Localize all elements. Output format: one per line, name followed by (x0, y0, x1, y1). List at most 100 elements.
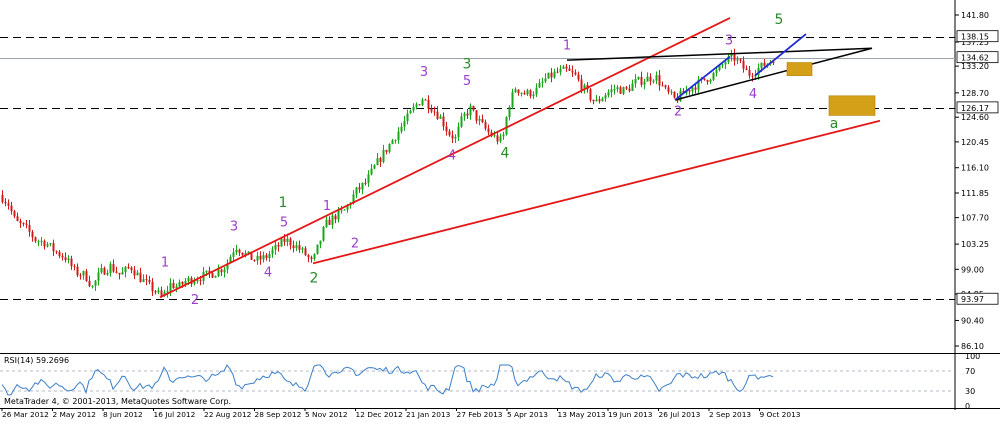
wave-label: 4 (501, 146, 510, 162)
candle-body (253, 259, 256, 261)
candle-body (292, 245, 295, 249)
candle-body (109, 264, 112, 273)
candle-body (670, 91, 673, 93)
candle-body (421, 99, 424, 106)
candle-body (322, 226, 325, 241)
candle-body (172, 282, 175, 289)
candle-body (577, 74, 580, 80)
target-boxes (786, 62, 876, 116)
candle-body (16, 216, 19, 222)
candle-body (757, 68, 760, 75)
candle-body (139, 272, 142, 282)
candle-body (169, 282, 172, 292)
candle-body (94, 280, 97, 286)
candle-body (283, 238, 286, 243)
candle-body (688, 90, 691, 92)
candle-body (364, 182, 367, 184)
candle-body (457, 126, 460, 137)
price-tick-label: 124.60 (961, 113, 989, 122)
time-tick-label: 12 Dec 2012 (356, 410, 403, 419)
candle-body (316, 244, 319, 254)
candle-body (394, 139, 397, 141)
wave-label: 3 (420, 65, 428, 80)
rsi-tick-label: 100 (965, 352, 980, 361)
candle-body (661, 85, 664, 87)
candle-body (709, 79, 712, 82)
time-tick-label: 9 Oct 2013 (760, 410, 801, 419)
candle-body (325, 219, 328, 227)
candle-body (223, 269, 226, 273)
price-label: 126.17 (961, 104, 989, 113)
candle-body (547, 72, 550, 79)
candle-body (286, 238, 289, 243)
candle-body (217, 269, 220, 277)
copyright-text: MetaTrader 4, © 2001-2013, MetaQuotes So… (4, 397, 231, 406)
time-tick-label: 5 Apr 2013 (507, 410, 548, 419)
candle-body (667, 87, 670, 92)
candle-body (271, 249, 274, 254)
candle-body (652, 80, 655, 82)
candle-body (379, 158, 382, 162)
price-label: 138.15 (961, 33, 989, 42)
wave-label: a (830, 116, 839, 132)
candle-body (145, 279, 148, 281)
candle-body (403, 121, 406, 127)
candle-body (274, 244, 277, 250)
red-trendline (159, 17, 731, 299)
candle-body (712, 72, 715, 80)
candle-body (397, 131, 400, 140)
wave-label: 3 (463, 56, 472, 72)
candle-body (70, 258, 73, 267)
candle-body (736, 59, 739, 61)
candle-body (175, 286, 178, 289)
candle-body (607, 92, 610, 96)
candle-body (412, 106, 415, 111)
candle-body (631, 83, 634, 91)
candle-body (448, 131, 451, 136)
blue-trendline (674, 55, 731, 101)
candle-body (178, 282, 181, 287)
candle-body (424, 99, 427, 101)
wave-label: 2 (351, 236, 359, 251)
candle-body (313, 253, 316, 260)
candle-body (328, 219, 331, 225)
wave-label: 1 (563, 38, 571, 53)
candle-body (331, 215, 334, 225)
candle-body (103, 267, 106, 275)
candle-body (451, 135, 454, 139)
time-tick-label: 13 May 2013 (558, 410, 606, 419)
candle-body (28, 224, 31, 232)
candle-body (436, 111, 439, 119)
candle-body (613, 89, 616, 91)
candle-body (604, 95, 607, 99)
rsi-tick-label: 30 (965, 387, 975, 396)
candle-body (637, 76, 640, 80)
price-tick-label: 103.25 (961, 240, 989, 249)
candle-body (268, 253, 271, 259)
price-tick-label: 128.70 (961, 89, 989, 98)
candle-body (460, 116, 463, 127)
candle-body (505, 117, 508, 135)
candle-body (133, 270, 136, 276)
wave-label: 5 (280, 216, 288, 231)
rsi-panel: 100 70 30 0 (0, 352, 980, 411)
candle-body (520, 92, 523, 94)
candles (1, 48, 775, 298)
candle-body (664, 85, 667, 88)
candle-body (67, 258, 70, 260)
candle-body (55, 251, 58, 253)
price-axis: 141.80 137.25 133.20 128.70 124.60 120.45 116.… (955, 11, 999, 351)
price-tick-label: 86.10 (961, 342, 984, 351)
candle-body (550, 72, 553, 78)
candle-body (13, 211, 16, 217)
candle-body (649, 76, 652, 82)
candle-body (220, 269, 223, 273)
candle-body (307, 255, 310, 258)
candle-body (160, 290, 163, 296)
wave-label: 4 (749, 87, 757, 102)
candle-body (250, 251, 253, 260)
wave-label: 3 (230, 220, 238, 235)
candle-body (487, 128, 490, 133)
